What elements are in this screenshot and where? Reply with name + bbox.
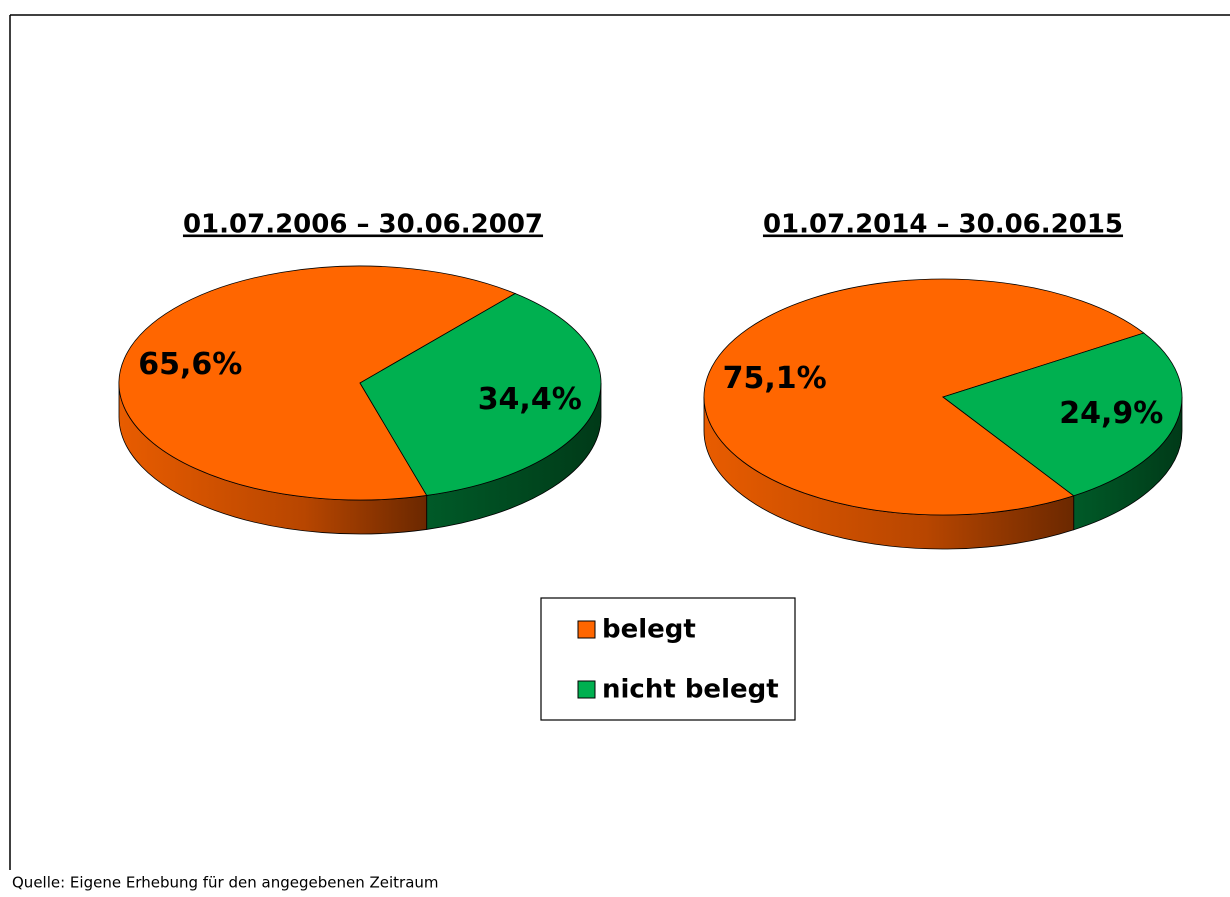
pie-slice	[359, 293, 602, 496]
chart-title: 01.07.2006 – 30.06.2007	[183, 210, 543, 240]
pie-slice	[118, 265, 517, 501]
legend	[540, 597, 796, 721]
chart-title: 01.07.2014 – 30.06.2015	[763, 210, 1123, 240]
pies: 65,6% 34,4% 75,1% 24,9%	[118, 265, 1183, 550]
pie-slice	[942, 332, 1183, 497]
data-label: 65,6%	[138, 347, 242, 382]
source-note: Quelle: Eigene Erhebung für den angegebe…	[12, 874, 439, 892]
data-label: 34,4%	[478, 382, 582, 417]
pie-slice	[703, 278, 1145, 516]
legend-label: nicht belegt	[602, 675, 779, 705]
legend-swatch	[577, 620, 596, 639]
data-label: 24,9%	[1059, 396, 1163, 431]
legend-swatch	[577, 680, 596, 699]
legend-label: belegt	[602, 615, 696, 645]
data-label: 75,1%	[723, 361, 827, 396]
